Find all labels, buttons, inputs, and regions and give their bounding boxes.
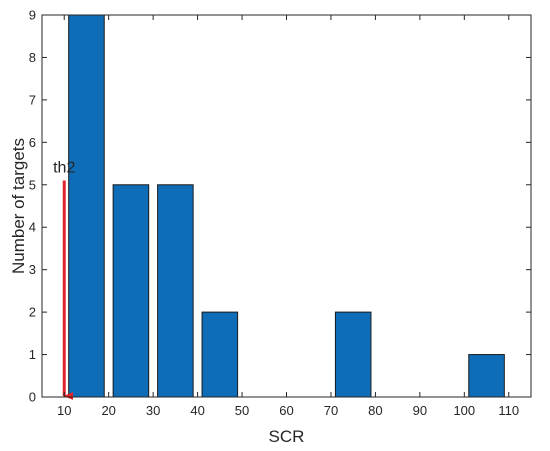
x-tick-label: 90 — [413, 403, 427, 418]
y-tick-label: 7 — [29, 92, 36, 107]
y-tick-label: 2 — [29, 305, 36, 320]
annotation-layer: th2 — [53, 160, 75, 400]
y-tick-label: 0 — [29, 390, 36, 405]
bar-75 — [334, 311, 372, 398]
bar-45 — [201, 311, 239, 398]
threshold-label: th2 — [53, 160, 75, 177]
x-tick-label: 110 — [498, 403, 519, 418]
x-tick-label: 50 — [235, 403, 249, 418]
x-tick-label: 40 — [190, 403, 204, 418]
y-tick-label: 9 — [29, 8, 36, 23]
x-tick-label: 20 — [101, 403, 115, 418]
bars-layer — [68, 14, 505, 398]
y-tick-label: 6 — [29, 135, 36, 150]
x-tick-label: 70 — [324, 403, 338, 418]
y-tick-label: 3 — [29, 262, 36, 277]
x-tick-label: 100 — [453, 403, 475, 418]
bar-105 — [468, 354, 505, 398]
x-axis-label: SCR — [269, 427, 305, 446]
ticks-layer: 10 20 30 40 50 60 70 80 90 100 110 0 1 2 3 4 5 6 7 8 9 — [29, 8, 531, 418]
y-tick-label: 8 — [29, 50, 36, 65]
y-tick-label: 4 — [29, 220, 36, 235]
bar-35 — [157, 184, 194, 398]
bar-25 — [112, 184, 150, 398]
x-tick-label: 10 — [57, 403, 71, 418]
y-tick-label: 5 — [29, 177, 36, 192]
y-tick-label: 1 — [29, 347, 36, 362]
x-tick-label: 80 — [368, 403, 382, 418]
x-tick-label: 30 — [146, 403, 160, 418]
y-axis-label: Number of targets — [9, 138, 28, 274]
bar-15 — [68, 14, 105, 398]
x-tick-label: 60 — [279, 403, 293, 418]
